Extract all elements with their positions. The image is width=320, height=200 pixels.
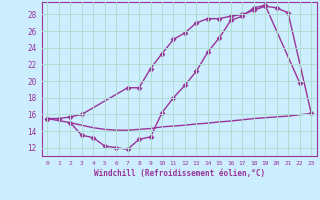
X-axis label: Windchill (Refroidissement éolien,°C): Windchill (Refroidissement éolien,°C) [94,169,265,178]
